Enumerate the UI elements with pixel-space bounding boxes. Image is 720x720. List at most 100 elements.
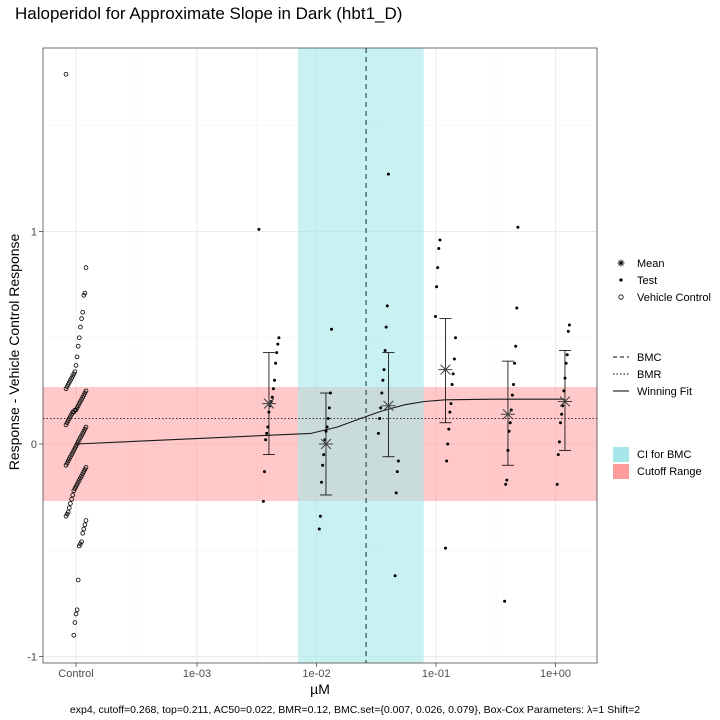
test-point <box>448 410 452 414</box>
test-point <box>450 383 454 386</box>
test-point <box>330 327 333 331</box>
vehicle-control-points <box>63 72 89 638</box>
vehicle-control-point <box>63 72 69 77</box>
caption: exp4, cutoff=0.268, top=0.211, AC50=0.02… <box>70 704 640 716</box>
legend-key-dot <box>619 278 623 282</box>
vehicle-control-point <box>71 488 77 494</box>
test-point <box>438 238 442 242</box>
x-tick-label: 1e-03 <box>183 668 211 680</box>
test-point <box>275 351 279 355</box>
vehicle-control-point <box>77 477 82 483</box>
test-point <box>556 453 560 457</box>
vehicle-control-point <box>78 324 83 330</box>
test-point <box>512 383 515 386</box>
y-tick-label: 1 <box>31 227 37 239</box>
test-point <box>320 480 323 484</box>
test-point <box>378 417 382 420</box>
mean-marker <box>381 398 396 413</box>
legend-label: BMC <box>637 352 662 364</box>
test-point <box>277 336 281 340</box>
test-point <box>516 225 520 229</box>
vehicle-control-point <box>81 469 87 474</box>
vehicle-control-point <box>83 265 89 270</box>
mean-marker <box>261 396 276 411</box>
test-point <box>257 227 261 231</box>
vehicle-control-point <box>80 309 85 315</box>
vehicle-control-point <box>77 401 82 406</box>
vehicle-control-point <box>81 392 87 398</box>
test-point <box>566 329 570 333</box>
test-point <box>317 527 321 531</box>
legend-key-fill-red <box>613 464 629 479</box>
legend-key-fill-cyan <box>613 447 629 462</box>
vehicle-control-point <box>83 518 89 523</box>
test-point <box>261 499 265 503</box>
test-point <box>273 378 276 382</box>
test-point <box>383 349 387 352</box>
vehicle-control-point <box>78 435 83 440</box>
test-point <box>510 393 514 397</box>
vehicle-control-point <box>73 611 79 617</box>
x-tick-label: Control <box>58 668 93 680</box>
vehicle-control-point <box>70 492 75 498</box>
test-point <box>504 482 508 486</box>
test-point <box>382 368 386 372</box>
vehicle-control-point <box>73 363 79 368</box>
test-point <box>394 491 398 495</box>
panel-border <box>42 47 598 664</box>
legend-label: Mean <box>637 258 665 270</box>
vehicle-control-point <box>82 290 88 296</box>
test-point <box>444 546 447 550</box>
vehicle-control-point <box>64 384 70 389</box>
test-point <box>514 344 518 348</box>
vehicle-control-point <box>65 418 71 423</box>
vehicle-control-point <box>79 316 84 321</box>
vehicle-control-point <box>77 335 82 341</box>
test-point <box>264 438 268 442</box>
y-axis-title: Response - Vehicle Control Response <box>6 233 22 470</box>
vehicle-control-point <box>75 343 81 349</box>
vehicle-control-point <box>72 620 78 625</box>
test-point <box>393 574 397 578</box>
test-point <box>322 453 326 457</box>
test-point <box>436 266 440 270</box>
vehicle-control-point <box>77 543 82 549</box>
y-axis-ticks: -1 0 1 <box>27 227 43 664</box>
test-point <box>379 406 383 410</box>
test-point <box>505 478 509 482</box>
vehicle-control-point <box>82 426 88 432</box>
mean-marker <box>438 362 453 377</box>
vehicle-control-point <box>81 292 87 298</box>
test-point <box>560 412 564 416</box>
legend-label: Winning Fit <box>637 386 692 398</box>
plot-panel <box>42 47 598 664</box>
test-point <box>445 459 449 463</box>
test-point <box>503 599 507 603</box>
mean-marker <box>318 437 333 451</box>
vehicle-control-point <box>81 526 87 532</box>
test-point <box>434 315 437 318</box>
test-point <box>386 172 390 176</box>
vehicle-control-point <box>69 452 74 457</box>
test-point <box>449 402 453 406</box>
test-point <box>270 395 274 399</box>
mean-marker <box>557 394 572 409</box>
vehicle-control-point <box>69 375 74 381</box>
vehicle-control-point <box>73 443 79 449</box>
legend-label: Test <box>637 275 657 287</box>
vehicle-control-point <box>82 522 88 528</box>
test-point <box>376 431 380 435</box>
legend-label: Vehicle Control <box>637 292 711 304</box>
test-point <box>263 470 266 474</box>
x-tick-label: 1e+00 <box>540 668 571 680</box>
test-point <box>557 440 561 444</box>
test-point <box>452 357 456 361</box>
test-point <box>326 417 330 420</box>
test-point <box>381 378 385 382</box>
test-points <box>257 172 571 603</box>
vehicle-control-point <box>63 422 69 428</box>
test-point <box>559 421 562 425</box>
test-point <box>396 459 400 463</box>
test-point <box>508 421 512 425</box>
y-tick-label: -1 <box>27 652 37 664</box>
